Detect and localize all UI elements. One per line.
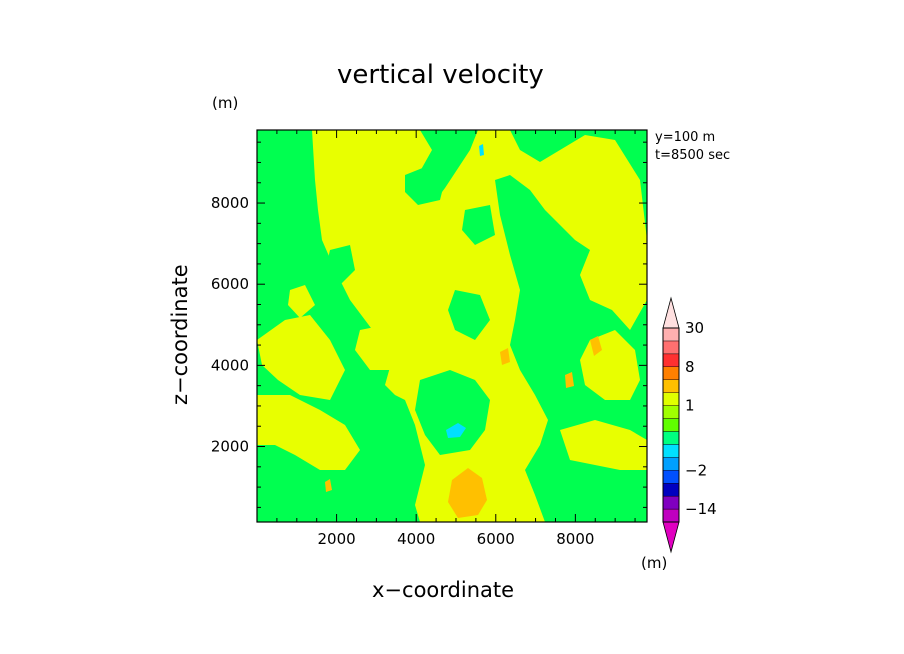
field-region-green [415, 370, 490, 455]
colorbar-label: 30 [685, 319, 704, 337]
y-tick-label: 8000 [211, 194, 249, 212]
colorbar-label: −14 [685, 500, 717, 518]
colorbar-unit: (m) [641, 554, 668, 572]
colorbar [662, 296, 680, 554]
contour-field [257, 130, 647, 522]
field-region-green [405, 165, 445, 205]
axis-ticks [256, 130, 647, 522]
x-axis-label: x−coordinate [372, 578, 515, 602]
colorbar-segment [662, 508, 680, 523]
colorbar-segment [662, 379, 680, 393]
colorbar-segment [662, 418, 680, 432]
colorbar-segment [662, 340, 680, 355]
field-region-orange [500, 348, 510, 365]
field-region-orange [448, 468, 487, 518]
colorbar-label: 8 [685, 358, 695, 376]
y-axis-unit: (m) [212, 94, 239, 112]
field-region-green [325, 245, 355, 285]
colorbar-label: 1 [685, 397, 695, 415]
field-region-yellow [355, 325, 400, 370]
field-region-yellow [560, 420, 647, 470]
colorbar-segment [662, 327, 680, 342]
colorbar-segment [662, 392, 680, 406]
colorbar-segment [662, 353, 680, 368]
field-region-yellow [600, 250, 640, 290]
colorbar-max-arrow [662, 296, 680, 329]
colorbar-segment [662, 483, 680, 497]
field-region-yellow [288, 285, 315, 318]
chart-title: vertical velocity [337, 60, 544, 90]
x-tick-label: 8000 [556, 530, 594, 548]
annotation-time: t=8500 sec [655, 148, 731, 163]
field-region-green [462, 205, 495, 245]
colorbar-segment [662, 366, 680, 380]
y-tick-label: 4000 [211, 356, 249, 374]
colorbar-segment [662, 405, 680, 419]
field-region-cyan [479, 144, 484, 156]
colorbar-segment [662, 495, 680, 510]
colorbar-segment [662, 431, 680, 445]
field-region-green [360, 400, 395, 445]
axis-tick-labels: 2000 4000 6000 8000 2000 4000 6000 8000 [211, 194, 595, 548]
y-tick-label: 2000 [211, 438, 249, 456]
colorbar-min-arrow [662, 521, 680, 554]
x-tick-label: 4000 [397, 530, 435, 548]
field-region-yellow [257, 315, 345, 400]
plot-frame [256, 129, 648, 523]
field-region-cyan [446, 423, 466, 438]
x-tick-label: 6000 [477, 530, 515, 548]
field-region-yellow [257, 395, 360, 470]
field-region-green [545, 295, 585, 340]
field-region-orange [565, 372, 574, 388]
annotation-y-location: y=100 m [655, 130, 716, 145]
field-region-green [448, 290, 490, 340]
field-region-orange [325, 479, 332, 492]
colorbar-label: −2 [685, 461, 707, 479]
colorbar-segment [662, 470, 680, 484]
y-tick-label: 6000 [211, 275, 249, 293]
field-region-orange [590, 336, 602, 356]
colorbar-segment [662, 444, 680, 458]
x-tick-label: 2000 [317, 530, 355, 548]
colorbar-frame [662, 327, 680, 523]
colorbar-labels: 30 8 1 −2 −14 [685, 319, 717, 518]
colorbar-segment [662, 457, 680, 471]
